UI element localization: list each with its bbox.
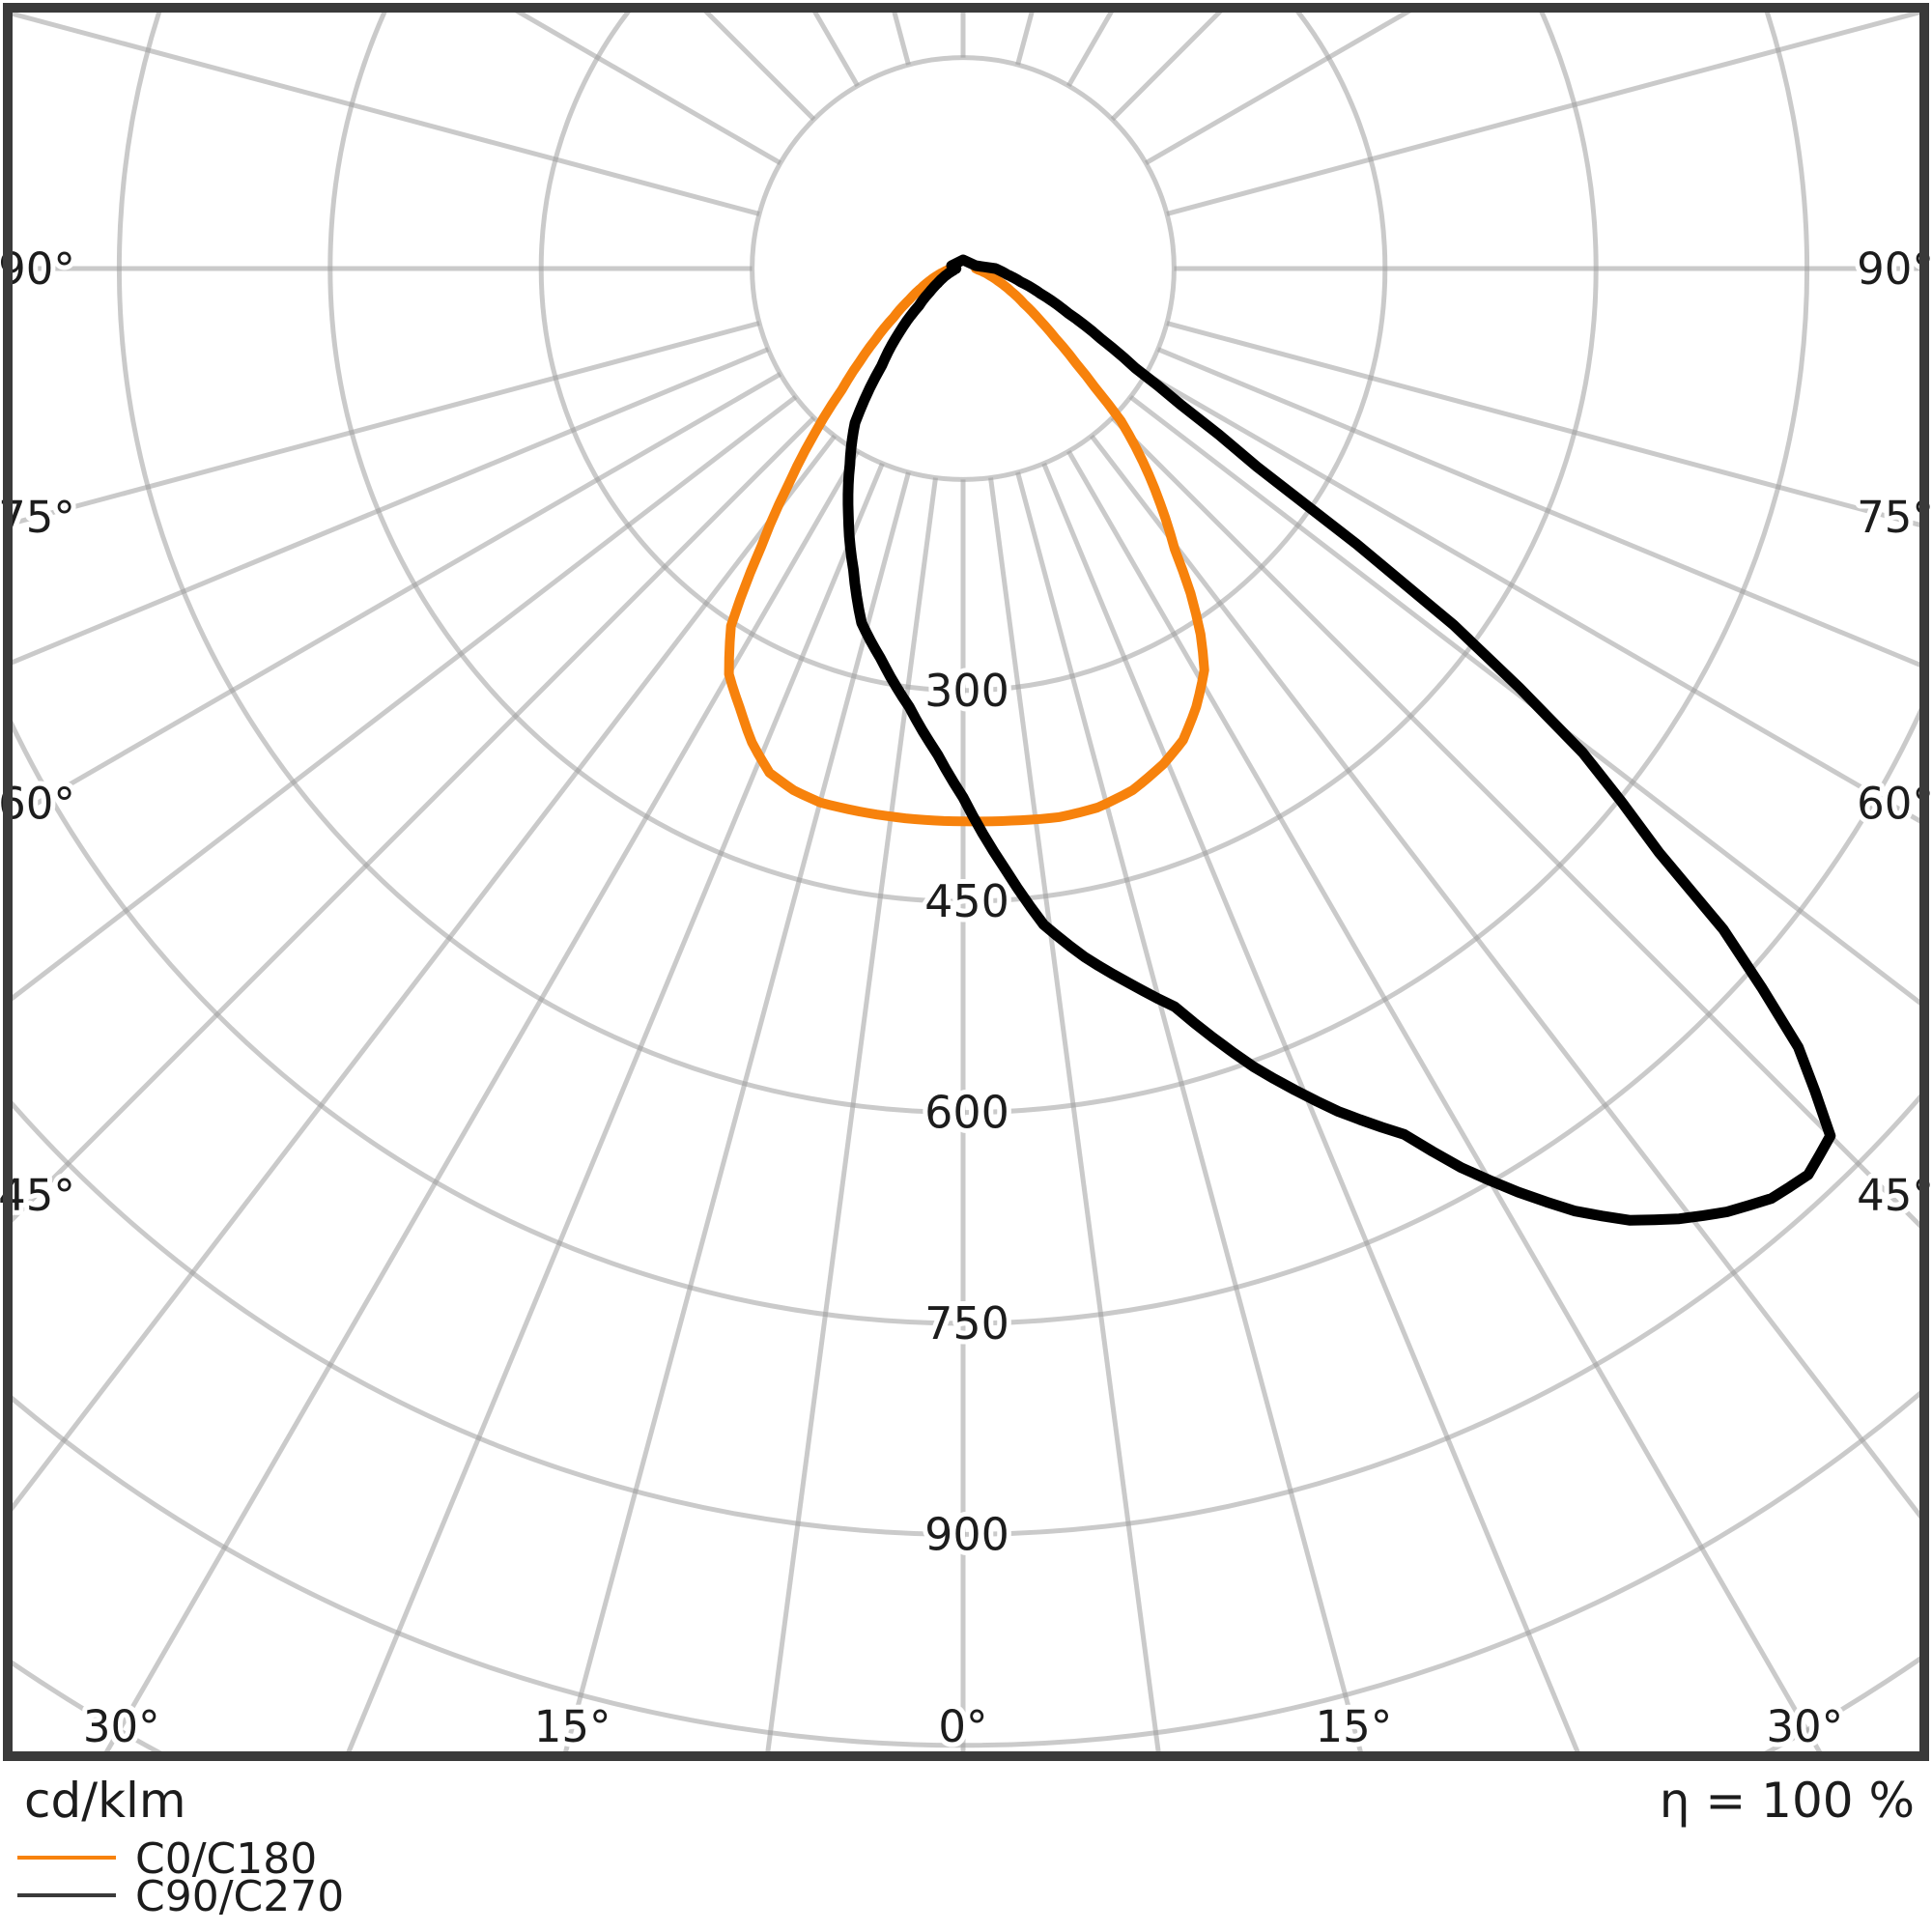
legend: C0/C180 C90/C270 <box>17 1834 344 1921</box>
grid-spoke-75 <box>1166 321 1919 527</box>
plot-background <box>8 8 1924 1756</box>
radial-tick-label-300: 300 <box>924 665 1009 717</box>
grid-spoke--67.5 <box>13 347 770 666</box>
grid-spoke-60 <box>1144 372 1919 824</box>
angle-label-right-60: 60° <box>1857 779 1932 830</box>
grid-spoke-30 <box>1066 449 1825 1755</box>
distribution-curves <box>724 254 1836 1226</box>
grid-spoke--45 <box>13 415 816 1223</box>
radial-tick-label-600: 600 <box>924 1087 1009 1139</box>
efficiency-label: η = 100 % <box>1660 1773 1915 1829</box>
grid-spoke-15 <box>1015 471 1364 1755</box>
grid-spoke--105 <box>13 13 760 216</box>
grid-spoke-7.5 <box>988 477 1162 1755</box>
legend-label-c90-c270: C90/C270 <box>135 1872 344 1921</box>
radial-tick-label-900: 900 <box>924 1508 1009 1560</box>
grid-spoke-22.5 <box>1041 462 1582 1755</box>
grid-spoke--37.5 <box>13 434 838 1512</box>
grid-spoke-52.5 <box>1128 394 1919 1006</box>
angle-label-bottom-0: 0° <box>938 1701 987 1752</box>
angle-label-bottom--30: 30° <box>83 1701 160 1752</box>
angle-label-bottom--15: 15° <box>534 1701 611 1752</box>
angle-label-bottom-30: 30° <box>1766 1701 1843 1752</box>
grid-spoke--60 <box>13 372 782 820</box>
grid-spoke--22.5 <box>344 462 885 1755</box>
angle-label-bottom-15: 15° <box>1315 1701 1392 1752</box>
curve-c0-c180 <box>724 255 1209 827</box>
radial-tick-label-750: 750 <box>924 1297 1009 1350</box>
legend-label-c0-c180: C0/C180 <box>135 1834 317 1884</box>
grid-spoke--30 <box>101 449 860 1755</box>
grid-spoke-37.5 <box>1089 434 1919 1520</box>
grid-spoke--75 <box>13 321 760 526</box>
grid-spoke--15 <box>562 471 911 1755</box>
radial-tick-label-450: 450 <box>924 875 1009 927</box>
curve-c90-c270 <box>842 254 1836 1226</box>
grid-spoke-105 <box>1166 13 1919 216</box>
grid-spoke--52.5 <box>13 394 798 1002</box>
unit-label: cd/klm <box>24 1773 186 1829</box>
grid-spoke-67.5 <box>1156 347 1919 668</box>
plot-frame-border <box>3 3 1929 1761</box>
grid-spoke--7.5 <box>764 477 938 1755</box>
